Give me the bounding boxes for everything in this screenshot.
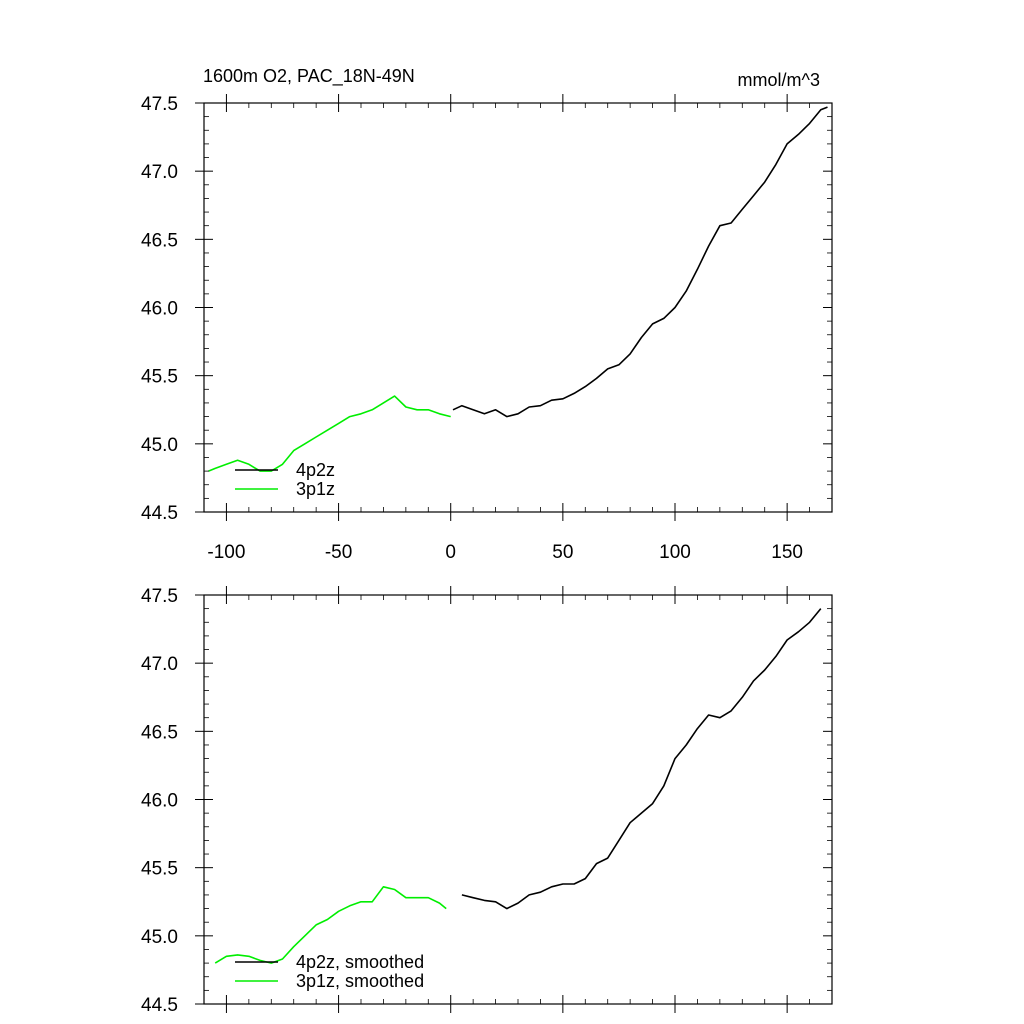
x-tick-label: 50: [552, 542, 573, 563]
y-tick-label: 47.5: [141, 94, 178, 115]
y-tick-label: 45.5: [141, 859, 178, 880]
y-tick-label: 47.0: [141, 162, 178, 183]
legend-label: 3p1z: [296, 479, 335, 499]
y-tick-label: 46.0: [141, 299, 178, 320]
units-label: mmol/m^3: [738, 70, 820, 90]
y-tick-label: 46.5: [141, 722, 178, 743]
x-tick-label: -50: [325, 542, 352, 563]
legend-label: 3p1z, smoothed: [296, 971, 424, 991]
y-tick-label: 47.0: [141, 654, 178, 675]
top-panel: 1600m O2, PAC_18N-49N mmol/m^3 44.5 45.0 4…: [141, 66, 833, 563]
y-tick-label: 45.0: [141, 927, 178, 948]
y-tick-label: 47.5: [141, 586, 178, 607]
x-tick-label: -100: [207, 542, 245, 563]
legend-label: 4p2z, smoothed: [296, 952, 424, 972]
series-line: [214, 885, 447, 964]
series-line: [452, 106, 828, 418]
y-tick-label: 46.0: [141, 791, 178, 812]
bottom-panel: 44.5 45.0 45.5 46.0 46.5 47.0 47.5 4p2z, smoot…: [141, 586, 833, 1016]
chart-title: 1600m O2, PAC_18N-49N: [203, 66, 415, 87]
legend-label: 4p2z: [296, 460, 335, 480]
plot-frame: [203, 102, 833, 513]
x-tick-label: 100: [659, 542, 691, 563]
plot-frame: [203, 594, 833, 1005]
y-tick-label: 44.5: [141, 995, 178, 1016]
x-tick-label: 150: [771, 542, 803, 563]
series-line: [461, 608, 822, 910]
y-tick-label: 45.0: [141, 435, 178, 456]
y-tick-label: 45.5: [141, 367, 178, 388]
y-tick-label: 44.5: [141, 503, 178, 524]
y-tick-label: 46.5: [141, 230, 178, 251]
x-tick-label: 0: [445, 542, 456, 563]
series-line: [208, 395, 451, 472]
